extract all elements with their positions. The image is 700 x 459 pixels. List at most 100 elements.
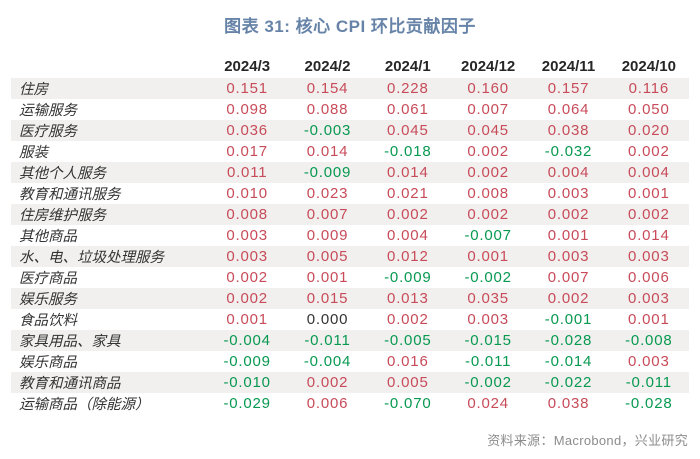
value-cell: 0.001 [226,311,268,328]
table-row: 水、电、垃圾处理服务 0.003 0.005 0.012 0.001 0.003 0.003 [11,246,689,267]
value-cell: 0.004 [387,227,429,244]
row-label: 其他商品 [19,229,77,245]
row-label: 娱乐商品 [19,355,77,371]
value-cell: -0.011 [465,353,512,370]
value-cell: 0.002 [628,206,670,223]
value-cell: -0.007 [464,227,512,244]
value-cell: 0.228 [387,80,429,97]
row-label: 住房维护服务 [19,208,106,224]
table-wrapper: 2024/3 2024/2 2024/1 2024/12 2024/11 2024/10 … [11,57,689,414]
value-cell: 0.024 [467,395,509,412]
row-label: 住房 [19,82,48,98]
value-cell: 0.008 [226,206,268,223]
value-cell: 0.045 [467,122,509,139]
value-cell: 0.013 [387,290,429,307]
value-cell: 0.157 [547,80,590,97]
value-cell: 0.050 [628,101,670,118]
value-cell: 0.001 [467,248,509,265]
value-cell: 0.012 [387,248,429,265]
table-row: 服装 0.017 0.014 -0.018 0.002 -0.032 0.002 [11,141,689,162]
value-cell: 0.002 [306,374,349,391]
value-cell: -0.070 [384,395,432,412]
value-cell: 0.002 [467,143,509,160]
value-cell: -0.009 [223,353,271,370]
value-cell: -0.001 [544,311,593,328]
table-row: 教育和通讯商品 -0.010 0.002 0.005 -0.002 -0.022 -0.01… [11,372,689,393]
value-cell: 0.005 [387,374,429,391]
value-cell: 0.036 [226,122,268,139]
table-row: 娱乐商品 -0.009 -0.004 0.016 -0.011 -0.014 0.003 [11,351,689,372]
value-cell: 0.020 [628,122,670,139]
value-cell: 0.002 [547,206,590,223]
value-cell: 0.017 [226,143,268,160]
value-cell: 0.003 [628,353,670,370]
table-row: 教育和通讯服务 0.010 0.023 0.021 0.008 0.003 0.001 [11,183,689,204]
chart-title: 图表 31: 核心 CPI 环比贡献因子 [224,17,476,36]
value-cell: 0.151 [226,80,268,97]
row-label: 食品饮料 [19,313,77,329]
value-cell: 0.160 [467,80,509,97]
table-row: 运输服务 0.098 0.088 0.061 0.007 0.064 0.050 [11,99,689,120]
value-cell: 0.001 [306,269,349,286]
table-row: 其他商品 0.003 0.009 0.004 -0.007 0.001 0.014 [11,225,689,246]
value-cell: 0.004 [547,164,590,181]
value-cell: 0.002 [467,164,509,181]
value-cell: 0.038 [547,395,590,412]
value-cell: -0.028 [625,395,673,412]
value-cell: 0.045 [387,122,429,139]
value-cell: 0.002 [226,290,268,307]
column-header: 2024/2 [304,58,351,75]
row-label: 其他个人服务 [19,166,106,182]
row-label: 医疗服务 [19,124,77,140]
value-cell: 0.002 [547,290,590,307]
value-cell: 0.064 [547,101,590,118]
value-cell: 0.015 [306,290,349,307]
value-cell: 0.003 [467,311,509,328]
value-cell: 0.003 [547,185,590,202]
value-cell: -0.028 [544,332,593,349]
value-cell: 0.038 [547,122,590,139]
value-cell: 0.016 [387,353,429,370]
value-cell: 0.002 [226,269,268,286]
column-header: 2024/1 [384,58,431,75]
value-cell: 0.001 [628,311,670,328]
value-cell: 0.098 [226,101,268,118]
source-note: 资料来源：Macrobond，兴业研究 [487,433,688,448]
row-label: 娱乐服务 [19,292,77,308]
value-cell: 0.009 [306,227,349,244]
value-cell: -0.011 [304,332,351,349]
value-cell: -0.010 [223,374,271,391]
column-header: 2024/11 [541,58,596,75]
value-cell: 0.002 [387,206,429,223]
header-row: 2024/3 2024/2 2024/1 2024/12 2024/11 2024/10 [11,57,689,78]
column-header: 2024/10 [621,58,676,75]
value-cell: -0.002 [464,269,512,286]
value-cell: 0.008 [467,185,509,202]
table-row: 住房 0.151 0.154 0.228 0.160 0.157 0.116 [11,78,689,99]
value-cell: 0.061 [387,101,429,118]
value-cell: 0.003 [226,227,268,244]
value-cell: -0.015 [464,332,512,349]
value-cell: 0.116 [628,80,670,97]
value-cell: 0.010 [226,185,268,202]
value-cell: 0.003 [547,248,590,265]
value-cell: -0.014 [544,353,593,370]
value-cell: 0.014 [306,143,349,160]
value-cell: 0.011 [226,164,268,181]
row-label: 医疗商品 [19,271,77,287]
value-cell: -0.022 [544,374,593,391]
value-cell: -0.009 [303,164,352,181]
value-cell: 0.005 [306,248,349,265]
value-cell: 0.088 [306,101,349,118]
value-cell: 0.014 [628,227,670,244]
value-cell: -0.008 [625,332,673,349]
value-cell: 0.002 [387,311,429,328]
value-cell: -0.029 [223,395,271,412]
value-cell: 0.002 [628,143,670,160]
value-cell: 0.014 [387,164,429,181]
table-row: 运输商品（除能源） -0.029 0.006 -0.070 0.024 0.038 -0.0… [11,393,689,414]
value-cell: -0.003 [303,122,352,139]
table-row: 家具用品、家具 -0.004 -0.011 -0.005 -0.015 -0.028 -0.… [11,330,689,351]
row-label: 运输服务 [19,103,77,119]
